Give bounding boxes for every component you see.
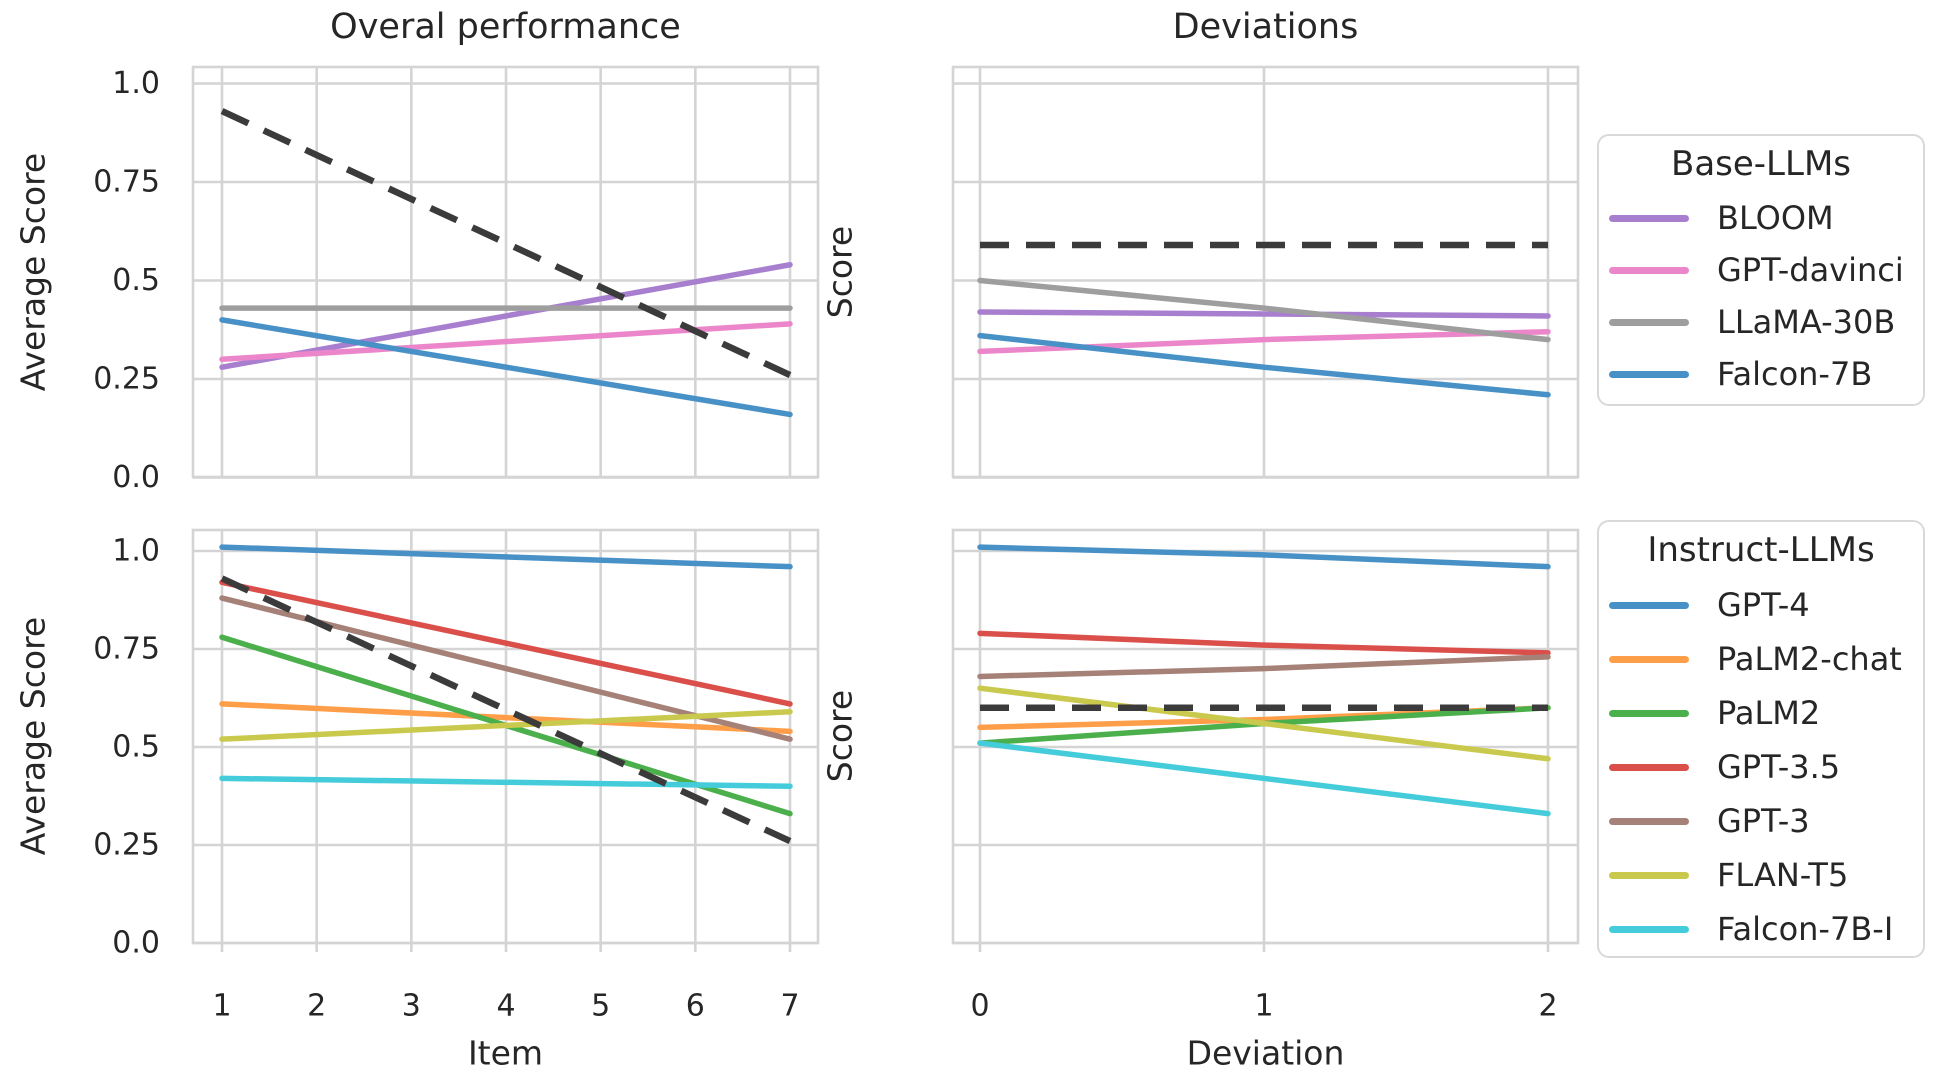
series-line-FLAN-T5 bbox=[977, 685, 1551, 762]
y-axis-label: Score bbox=[821, 690, 860, 782]
x-tick-label: 4 bbox=[496, 989, 515, 1024]
legend-entry-label: GPT-3.5 bbox=[1717, 748, 1841, 786]
legend-line-swatch-icon bbox=[1609, 871, 1689, 879]
y-tick-label: 0.0 bbox=[112, 460, 160, 495]
legend-line-swatch-icon bbox=[1609, 266, 1689, 274]
column-title-1: Deviations bbox=[1173, 7, 1359, 47]
subplot-3: Score 0 1 2 Deviation bbox=[821, 528, 1580, 1073]
x-tick-label: 3 bbox=[402, 989, 421, 1024]
y-axis-label: Average Score bbox=[14, 617, 53, 855]
legend-entry-label: BLOOM bbox=[1717, 199, 1834, 237]
y-tick-label: 0.75 bbox=[93, 632, 160, 667]
gridlines bbox=[193, 67, 818, 479]
gridlines bbox=[953, 67, 1578, 479]
x-tick-label: 7 bbox=[780, 989, 799, 1024]
legend-entry-flan-t5: FLAN-T5 bbox=[1599, 848, 1923, 902]
reference-dashed-line bbox=[220, 575, 792, 845]
reference-dashed-line bbox=[220, 108, 792, 379]
legend-entry-label: PaLM2 bbox=[1717, 694, 1821, 732]
legend-entry-falcon-7b-i: Falcon-7B-I bbox=[1599, 902, 1923, 956]
legend-base-llms: Base-LLMs BLOOM GPT-davinci LLaMA-30B Falcon… bbox=[1597, 134, 1925, 406]
y-tick-label: 0.5 bbox=[112, 263, 160, 298]
legend-entry-llama-30b: LLaMA-30B bbox=[1599, 296, 1923, 348]
legend-entry-label: GPT-3 bbox=[1717, 802, 1810, 840]
legend-entry-gpt-davinci: GPT-davinci bbox=[1599, 244, 1923, 296]
legend-entry-label: Falcon-7B bbox=[1717, 355, 1873, 393]
legend-entry-label: PaLM2-chat bbox=[1717, 640, 1902, 678]
x-tick-label: 1 bbox=[1254, 989, 1273, 1024]
plot-frame bbox=[951, 65, 1580, 479]
legend-line-swatch-icon bbox=[1609, 817, 1689, 825]
x-tick-label: 2 bbox=[1538, 989, 1557, 1024]
y-axis-label: Score bbox=[821, 226, 860, 318]
x-tick-label: 0 bbox=[970, 989, 989, 1024]
legend-line-swatch-icon bbox=[1609, 709, 1689, 717]
legend-entry-label: GPT-davinci bbox=[1717, 251, 1904, 289]
series-line-LLaMA-30B bbox=[977, 277, 1551, 343]
legend-entry-label: Falcon-7B-I bbox=[1717, 910, 1894, 948]
x-tick-label: 2 bbox=[307, 989, 326, 1024]
series-line-BLOOM bbox=[977, 309, 1551, 319]
y-tick-label: 1.0 bbox=[112, 66, 160, 101]
legend-line-swatch-icon bbox=[1609, 214, 1689, 222]
legend-entry-label: GPT-4 bbox=[1717, 586, 1810, 624]
legend-instruct-llms: Instruct-LLMs GPT-4 PaLM2-chat PaLM2 GPT-3.5… bbox=[1597, 520, 1925, 958]
legend-line-swatch-icon bbox=[1609, 763, 1689, 771]
legend-title: Instruct-LLMs bbox=[1647, 530, 1875, 570]
column-title-0: Overal performance bbox=[330, 7, 681, 47]
x-axis-label: Item bbox=[468, 1034, 543, 1073]
legend-line-swatch-icon bbox=[1609, 318, 1689, 326]
y-tick-label: 0.25 bbox=[93, 362, 160, 397]
series-line-Falcon-7B-I bbox=[219, 775, 793, 789]
y-tick-label: 1.0 bbox=[112, 534, 160, 569]
legend-line-swatch-icon bbox=[1609, 925, 1689, 933]
series-line-Falcon-7B-I bbox=[977, 740, 1551, 817]
y-tick-label: 0.5 bbox=[112, 730, 160, 765]
legend-title: Base-LLMs bbox=[1671, 144, 1851, 184]
series-line-Falcon-7B bbox=[219, 317, 793, 418]
series-line-FLAN-T5 bbox=[219, 708, 793, 742]
series-line-GPT-3.5 bbox=[219, 579, 793, 707]
legend-entry-palm2-chat: PaLM2-chat bbox=[1599, 632, 1923, 686]
legend-line-swatch-icon bbox=[1609, 655, 1689, 663]
series-line-GPT-4 bbox=[219, 544, 793, 570]
legend-line-swatch-icon bbox=[1609, 370, 1689, 378]
subplot-1: Deviations Score bbox=[821, 7, 1580, 479]
legend-line-swatch-icon bbox=[1609, 601, 1689, 609]
y-axis-label: Average Score bbox=[14, 153, 53, 391]
legend-entry-gpt-3: GPT-3 bbox=[1599, 794, 1923, 848]
x-tick-label: 1 bbox=[212, 989, 231, 1024]
series-line-BLOOM bbox=[219, 261, 793, 370]
legend-entry-label: LLaMA-30B bbox=[1717, 303, 1896, 341]
series-line-GPT-4 bbox=[977, 544, 1551, 570]
y-tick-label: 0.25 bbox=[93, 828, 160, 863]
legend-entry-falcon-7b: Falcon-7B bbox=[1599, 348, 1923, 400]
series-line-Falcon-7B bbox=[977, 332, 1551, 398]
subplot-2: Average Score 0.0 0.25 0.5 0.75 1.0 1 2 3 4 5 6 7 Ite… bbox=[14, 528, 820, 1073]
legend-entry-bloom: BLOOM bbox=[1599, 192, 1923, 244]
series-line-GPT-3 bbox=[977, 654, 1551, 680]
y-tick-label: 0.0 bbox=[112, 926, 160, 961]
series-line-GPT-3.5 bbox=[977, 630, 1551, 656]
y-tick-label: 0.75 bbox=[93, 165, 160, 200]
x-tick-label: 5 bbox=[591, 989, 610, 1024]
subplot-0: Overal performance Average Score 0.0 0.25 0.… bbox=[14, 7, 820, 495]
legend-entry-palm2: PaLM2 bbox=[1599, 686, 1923, 740]
x-tick-label: 6 bbox=[686, 989, 705, 1024]
legend-entry-gpt-4: GPT-4 bbox=[1599, 578, 1923, 632]
series-line-PaLM2-chat bbox=[219, 701, 793, 735]
legend-entry-label: FLAN-T5 bbox=[1717, 856, 1849, 894]
x-axis-label: Deviation bbox=[1187, 1034, 1345, 1073]
legend-entry-gpt-3-5: GPT-3.5 bbox=[1599, 740, 1923, 794]
